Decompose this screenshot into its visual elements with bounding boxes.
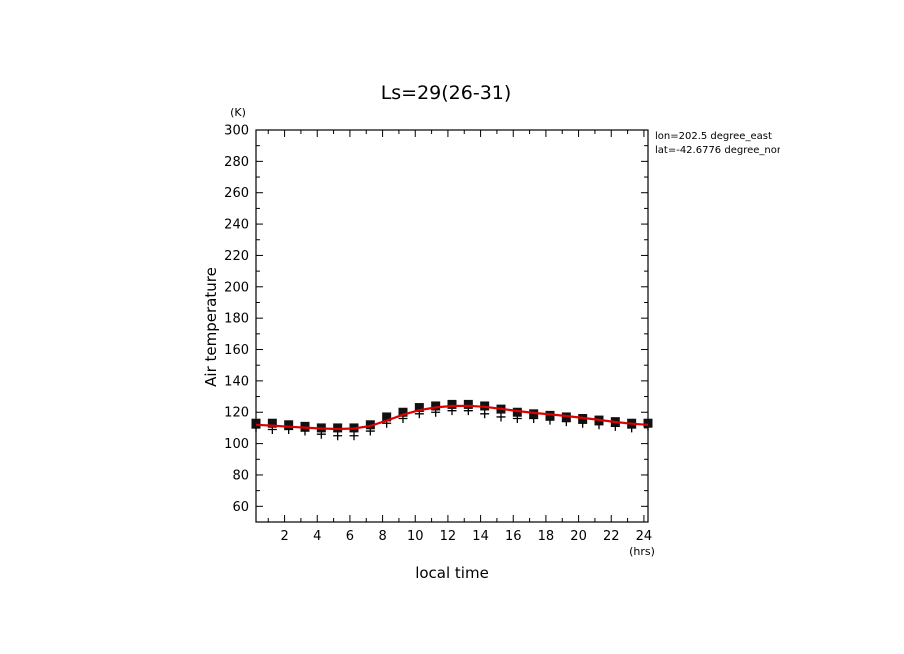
mean-line: [255, 404, 649, 431]
square-marker: [398, 407, 408, 417]
x-tick-label: 12: [440, 529, 457, 544]
y-tick-label: 160: [224, 343, 249, 358]
x-tick-label: 4: [313, 529, 321, 544]
y-tick-label: 140: [224, 374, 249, 389]
y-axis-title: Air temperature: [202, 267, 220, 387]
y-tick-label: 60: [232, 500, 249, 515]
y-tick-label: 240: [224, 218, 249, 233]
chart-title: Ls=29(26-31): [381, 82, 512, 104]
x-tick-label: 18: [538, 529, 555, 544]
square-marker: [643, 418, 653, 428]
y-tick-label: 280: [224, 155, 249, 170]
x-tick-label: 14: [472, 529, 489, 544]
x-tick-label: 6: [346, 529, 354, 544]
x-unit-label: (hrs): [629, 545, 655, 558]
square-marker: [431, 401, 441, 411]
square-marker: [251, 418, 261, 428]
square-marker: [300, 421, 310, 431]
square-marker: [382, 412, 392, 422]
longitude-info: lon=202.5 degree_east: [655, 131, 772, 142]
x-tick-label: 16: [505, 529, 522, 544]
x-tick-label: 2: [280, 529, 288, 544]
square-marker: [447, 399, 457, 409]
x-tick-label: 22: [603, 529, 620, 544]
x-axis-title: local time: [415, 564, 489, 582]
x-tick-label: 10: [407, 529, 424, 544]
y-unit-label: (K): [230, 106, 246, 119]
square-marker: [284, 420, 294, 430]
square-marker: [512, 407, 522, 417]
x-tick-label: 24: [636, 529, 653, 544]
plus-marker: [496, 412, 506, 422]
x-tick-label: 8: [378, 529, 386, 544]
y-tick-label: 300: [224, 124, 249, 139]
plot-frame: [255, 129, 649, 523]
y-tick-label: 200: [224, 280, 249, 295]
y-tick-label: 220: [224, 249, 249, 264]
square-marker: [267, 418, 277, 428]
plus-marker: [480, 409, 490, 419]
y-tick-label: 120: [224, 406, 249, 421]
y-tick-label: 260: [224, 186, 249, 201]
square-marker: [463, 399, 473, 409]
plus-marker: [349, 431, 359, 441]
plus-marker: [333, 431, 343, 441]
latitude-info: lat=-42.6776 degree_north: [655, 145, 791, 156]
x-tick-label: 20: [570, 529, 587, 544]
y-tick-label: 80: [232, 468, 249, 483]
square-marker: [414, 403, 424, 413]
y-tick-label: 180: [224, 312, 249, 327]
y-tick-label: 100: [224, 437, 249, 452]
